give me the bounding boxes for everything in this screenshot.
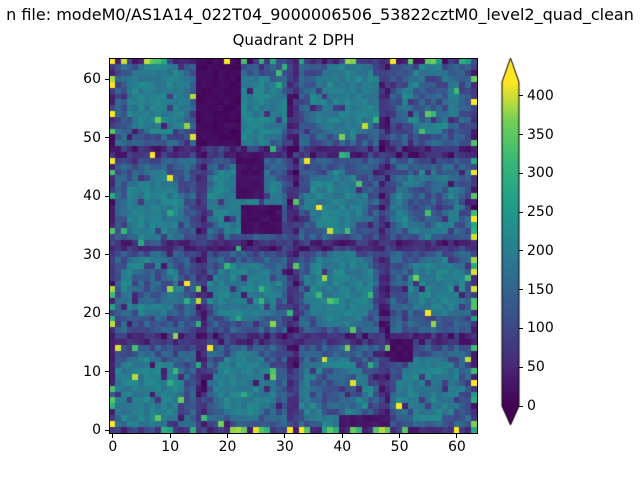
x-tick-label: 30 [275,439,294,455]
y-tick-label: 10 [83,363,101,380]
y-tick-label: 50 [83,129,101,146]
x-tick-label: 40 [333,439,352,455]
colorbar-tick-label: 200 [527,242,554,259]
y-tick-mark [105,429,109,431]
y-tick-mark [105,254,109,256]
y-tick-label: 40 [83,188,101,205]
figure-suptitle: n file: modeM0/AS1A14_022T04_9000006506_… [6,5,634,24]
y-tick-label: 20 [83,305,101,322]
x-tick-mark [112,434,114,438]
x-tick-label: 0 [108,439,118,455]
colorbar-tick-mark [519,211,523,213]
y-tick-mark [105,371,109,373]
colorbar-tick-mark [519,366,523,368]
y-tick-mark [105,312,109,314]
colorbar-tick-label: 100 [527,320,554,337]
y-tick-mark [105,195,109,197]
colorbar-tick-label: 150 [527,281,554,298]
colorbar-tick-label: 400 [527,87,554,104]
x-tick-label: 60 [448,439,466,455]
colorbar-tick-mark [519,134,523,136]
colorbar-tick-mark [519,172,523,174]
y-tick-label: 30 [83,246,101,263]
x-tick-mark [456,434,458,438]
heatmap-canvas [110,59,477,433]
x-tick-label: 50 [390,439,409,455]
plot-frame [109,58,478,434]
axes-title: Quadrant 2 DPH [232,31,355,49]
x-tick-mark [399,434,401,438]
colorbar-tick-mark [519,405,523,407]
colorbar-canvas [500,56,526,430]
colorbar-tick-mark [519,289,523,291]
y-tick-label: 60 [83,71,101,88]
x-tick-mark [284,434,286,438]
colorbar-tick-mark [519,250,523,252]
colorbar-tick-mark [519,327,523,329]
y-tick-mark [105,78,109,80]
x-tick-mark [227,434,229,438]
x-tick-label: 10 [161,439,180,455]
x-tick-label: 20 [218,439,237,455]
colorbar-tick-label: 350 [527,126,554,143]
x-tick-mark [169,434,171,438]
colorbar-tick-mark [519,95,523,97]
x-tick-mark [341,434,343,438]
colorbar-tick-label: 0 [527,398,536,414]
y-tick-label: 0 [92,422,101,439]
colorbar-tick-label: 250 [527,204,554,221]
colorbar-tick-label: 50 [527,359,545,376]
colorbar-tick-label: 300 [527,165,554,182]
y-tick-mark [105,137,109,139]
